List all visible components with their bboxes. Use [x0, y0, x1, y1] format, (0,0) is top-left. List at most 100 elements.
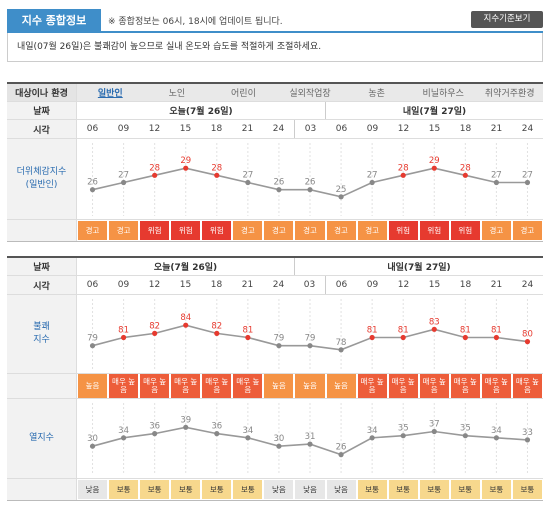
time-cell: 12 [397, 124, 410, 134]
badge-label-empty-3 [7, 479, 77, 500]
date-today: 오늘(7월 26일) [169, 107, 233, 117]
time-cell: 21 [490, 124, 503, 134]
data-label: 36 [149, 422, 160, 432]
heat-index-line-chart: 30 34 36 39 36 34 30 31 26 34 35 37 35 34 33 [87, 403, 533, 475]
level-badge: 보통 [512, 480, 542, 499]
level-badge: 보통 [419, 480, 449, 499]
data-label: 34 [242, 426, 253, 436]
tab-index-summary[interactable]: 지수 종합정보 [7, 9, 101, 32]
level-badge: 경고 [326, 221, 356, 240]
data-label: 34 [367, 426, 378, 436]
data-label: 28 [460, 163, 471, 173]
index-standard-button[interactable]: 지수기준보기 [471, 11, 543, 28]
date-cells: 오늘(7월 26일) 내일(7월 27일) [77, 102, 543, 119]
data-label: 25 [336, 185, 347, 195]
level-badge: 보통 [171, 480, 201, 499]
data-point [121, 334, 127, 341]
data-point [338, 452, 344, 458]
time-cell: 12 [148, 124, 161, 134]
discomfort-line-chart: 79 81 82 84 82 81 79 79 78 81 81 83 81 81 80 [87, 299, 533, 370]
data-label: 81 [118, 326, 129, 336]
category-tab[interactable]: 비닐하우스 [422, 89, 464, 99]
heat-sensation-chart-row: 더위체감지수 (일반인) 26 27 28 29 28 27 26 26 25 27 28 29 28 2… [7, 139, 543, 220]
data-point [276, 343, 282, 349]
level-badge: 매우 높음 [512, 374, 542, 398]
heat-index-label: 열지수 [7, 399, 77, 478]
category-row: 대상이나 환경 일반인 노인 어린이 실외작업장 농촌 비닐하우스 취약거주환경 [7, 84, 543, 102]
time-cell: 09 [366, 280, 379, 290]
level-badge: 매우 높음 [450, 374, 480, 398]
time-cell: 09 [117, 280, 130, 290]
time-cell: 24 [272, 280, 285, 290]
data-point [524, 179, 531, 186]
time-cell: 06 [86, 124, 99, 134]
heat-index-badge-row: 낮음 보통 보통 보통 보통 보통 낮음 낮음 낮음 보통 보통 보통 보통 보통 보통 [7, 479, 543, 500]
data-label: 27 [367, 171, 378, 181]
heat-index-chart: 30 34 36 39 36 34 30 31 26 34 35 37 35 34 33 [77, 399, 543, 478]
heat-sensation-label: 더위체감지수 (일반인) [7, 139, 77, 219]
data-point [524, 437, 531, 443]
data-point [431, 326, 437, 332]
time-row-2: 시각 06 09 12 15 18 21 24 03 06 09 12 15 18 21 24 [7, 276, 543, 295]
level-badge: 경고 [357, 221, 387, 240]
data-label: 81 [460, 326, 471, 336]
data-label: 28 [149, 163, 160, 173]
discomfort-badges: 높음 매우 높음 매우 높음 매우 높음 매우 높음 매우 높음 높음 높음 높음 매우 높음 매우… [77, 374, 543, 398]
time-cell: 21 [490, 280, 503, 290]
data-point [493, 179, 499, 186]
time-cell: 03 [303, 280, 316, 290]
data-label: 84 [180, 313, 191, 323]
heat-sensation-line-chart: 26 27 28 29 28 27 26 26 25 27 28 29 28 27 27 [87, 143, 533, 216]
data-point [431, 165, 437, 171]
data-point [431, 428, 437, 435]
time-cell: 24 [272, 124, 285, 134]
time-cell: 03 [294, 120, 326, 138]
category-tab[interactable]: 어린이 [231, 89, 256, 99]
data-point [245, 435, 251, 441]
level-badge: 매우 높음 [357, 374, 387, 398]
data-label: 81 [242, 326, 253, 336]
discomfort-chart-row: 불쾌 지수 79 81 82 84 82 81 79 79 78 81 81 83 81 81 80 [7, 295, 543, 374]
data-point [307, 187, 313, 193]
data-point [121, 179, 127, 186]
time-cell: 09 [117, 124, 130, 134]
date-label: 날짜 [7, 102, 77, 119]
level-badge: 낮음 [295, 480, 325, 499]
level-badge: 매우 높음 [388, 374, 418, 398]
time-cell: 06 [86, 280, 99, 290]
data-label: 79 [274, 334, 285, 344]
heat-index-label-text: 열지수 [29, 433, 54, 443]
level-badge: 매우 높음 [171, 374, 201, 398]
data-label: 26 [305, 178, 316, 188]
data-point [400, 334, 406, 341]
level-badge: 위험 [419, 221, 449, 240]
data-point [245, 334, 251, 341]
category-tab[interactable]: 일반인 [97, 89, 123, 99]
data-point [400, 433, 406, 439]
data-label: 80 [522, 330, 533, 340]
category-tab[interactable]: 노인 [168, 89, 186, 99]
level-badge: 보통 [481, 480, 511, 499]
data-label: 27 [118, 171, 129, 181]
data-point [462, 172, 468, 178]
data-label: 35 [398, 424, 409, 434]
category-tab[interactable]: 농촌 [368, 89, 385, 99]
data-label: 81 [491, 326, 502, 336]
data-label: 28 [211, 163, 222, 173]
date-tomorrow: 내일(7월 27일) [325, 102, 543, 119]
level-badge: 높음 [326, 374, 356, 398]
notice-box: 내일(07월 26일)은 불쾌감이 높으므로 실내 온도와 습도를 적절하게 조… [7, 33, 543, 62]
data-label: 26 [336, 443, 347, 453]
data-point [307, 343, 313, 349]
date-row-2: 날짜 오늘(7월 26일) 내일(7월 27일) [7, 258, 543, 276]
data-label: 33 [522, 428, 533, 438]
data-point [493, 435, 499, 441]
data-label: 39 [180, 415, 191, 425]
category-tab[interactable]: 취약거주환경 [484, 89, 535, 99]
data-label: 36 [211, 422, 222, 432]
category-tab[interactable]: 실외작업장 [289, 89, 331, 99]
data-point [183, 322, 189, 328]
data-point [307, 441, 313, 447]
level-badge: 낮음 [326, 480, 356, 499]
data-point [152, 330, 158, 336]
